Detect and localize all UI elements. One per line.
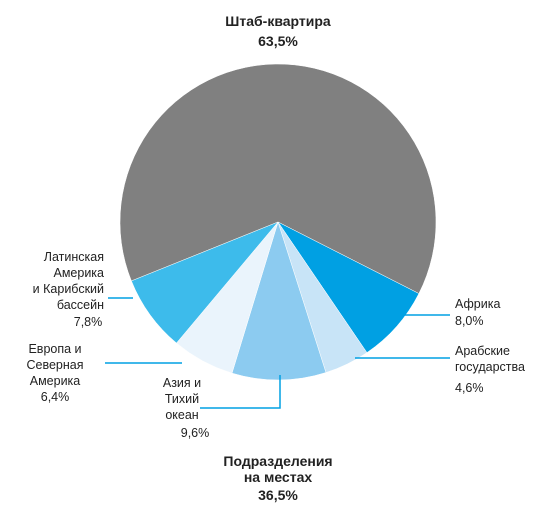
slice-value-label: 63,5% [258,33,298,49]
slice-value-label: 6,4% [41,390,70,404]
slice-label: Латинская Америка и Карибский бассейн [33,250,104,312]
slice-label: Штаб-квартира [225,13,331,29]
slice-label: Африка [455,297,500,311]
slice-value-label: 9,6% [181,426,210,440]
slice-value-label: 4,6% [455,381,484,395]
pie-slice [119,63,437,294]
leader-line [200,375,281,409]
group-value-label: 36,5% [258,487,298,503]
slice-value-label: 7,8% [74,315,103,329]
slice-label: Европа и Северная Америка [26,342,83,388]
slice-value-label: 8,0% [455,314,484,328]
pie-slice [231,221,327,381]
group-label: Подразделения на местах [223,453,332,485]
slice-label: Арабские государства [455,344,525,374]
pie-slice [131,221,279,344]
slices [119,63,437,381]
slice-label: Азия и Тихий океан [163,376,201,422]
